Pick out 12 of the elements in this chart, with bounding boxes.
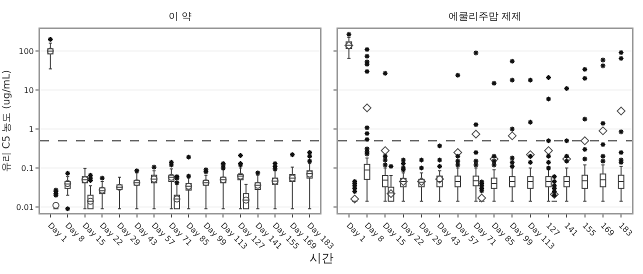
y-tick-label: 1 [28,124,34,134]
x-tick-label: 183 [616,220,634,238]
y-axis-title: 유리 C5 농도 (ug/mL) [1,70,12,172]
chart-title: 이 약 [168,12,192,22]
x-axis-title: 시간 [308,250,334,267]
x-tick-label: 155 [580,220,598,238]
y-tick-label: 10 [24,86,34,95]
y-tick-label: 0.01 [16,202,34,212]
y-tick-label: 0.1 [21,164,34,173]
x-tick-label: 169 [598,220,616,238]
y-tick-label: 100 [18,46,34,56]
chart-title: 에쿨리주맙 제제 [448,12,522,22]
